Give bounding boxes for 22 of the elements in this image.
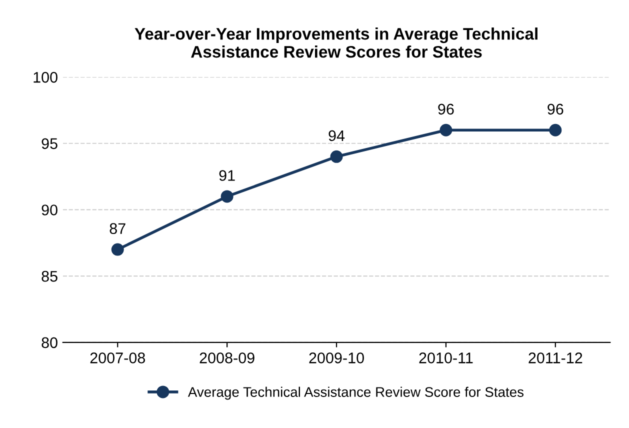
x-tick-label: 2008-09 — [200, 352, 254, 364]
point — [330, 150, 343, 163]
x-tick-label: 2010-11 — [419, 352, 473, 364]
point — [111, 243, 124, 256]
y-tick-label: 90 — [42, 204, 58, 216]
data-label: 87 — [110, 223, 126, 234]
y-tick-label: 80 — [42, 337, 58, 348]
x-tick-label: 2011-12 — [528, 352, 582, 364]
y-tick-label: 95 — [42, 138, 58, 150]
x-tick-label: 2007-08 — [90, 352, 145, 364]
data-label: 91 — [219, 170, 235, 181]
chart-title: Year-over-Year Improvements in Average Technical Assistance Review Scores for States — [134, 27, 538, 58]
data-label: 96 — [548, 104, 564, 115]
point — [440, 124, 452, 136]
data-label: 94 — [328, 130, 345, 142]
point — [220, 190, 234, 203]
data-label: 96 — [438, 104, 454, 115]
y-tick-label: 85 — [42, 270, 58, 282]
y-tick-label: 100 — [34, 72, 58, 83]
x-tick-label: 2009-10 — [309, 352, 364, 364]
point — [549, 124, 562, 136]
legend-label: Average Technical Assistance Review Score for States — [188, 386, 524, 400]
